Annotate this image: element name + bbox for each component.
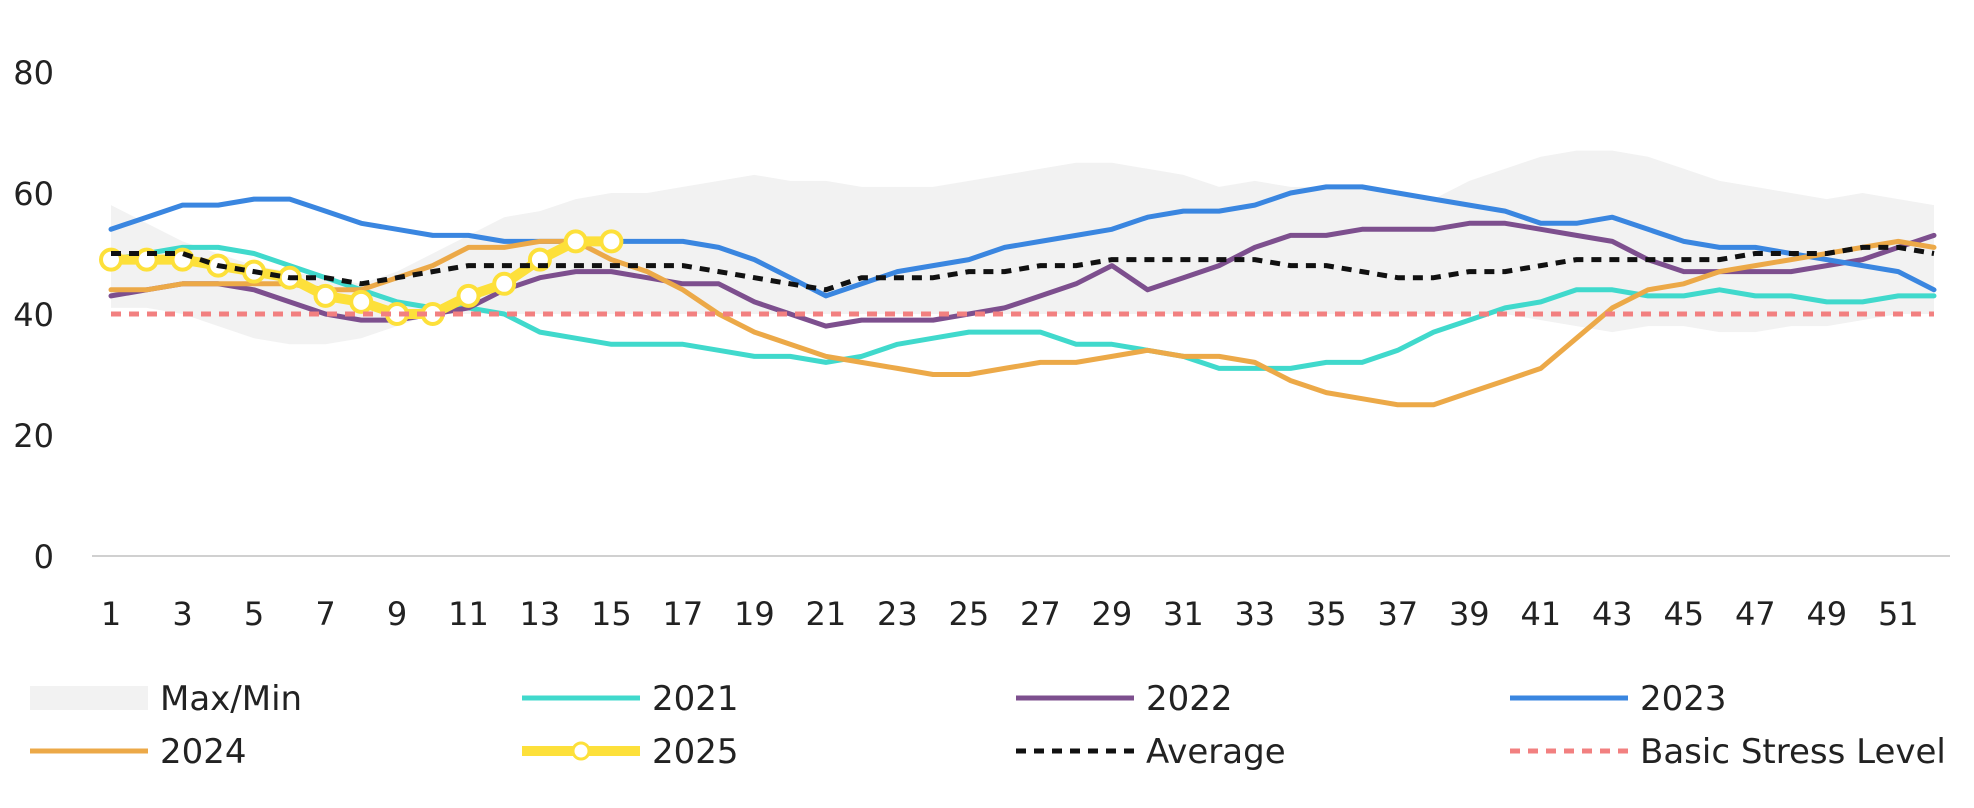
x-tick-label: 1 — [101, 595, 121, 633]
x-tick-label: 41 — [1520, 595, 1561, 633]
x-tick-label: 19 — [734, 595, 775, 633]
legend-item-basic-stress-level: Basic Stress Level — [1510, 732, 1946, 772]
y-tick-label: 60 — [13, 175, 54, 213]
x-tick-label: 33 — [1234, 595, 1275, 633]
series-line-average — [111, 244, 1935, 293]
legend-label: Basic Stress Level — [1640, 732, 1946, 772]
y-axis-ticks: 0 20 40 60 80 — [13, 54, 54, 576]
y-tick-label: 20 — [13, 417, 54, 455]
x-tick-label: 29 — [1092, 595, 1133, 633]
x-tick-label: 9 — [387, 595, 407, 633]
x-tick-label: 43 — [1592, 595, 1633, 633]
legend-item-2022: 2022 — [1016, 679, 1233, 719]
y-tick-label: 40 — [13, 296, 54, 334]
series-line-2023 — [108, 184, 1937, 299]
legend-item-2025: 2025 — [522, 732, 739, 772]
x-tick-label: 21 — [806, 595, 847, 633]
x-tick-label: 13 — [520, 595, 561, 633]
series-lines — [99, 184, 1937, 408]
series-point-2025 — [563, 229, 588, 254]
max-min-band — [111, 150, 1934, 345]
legend-label: Max/Min — [160, 679, 302, 719]
legend-label: 2022 — [1146, 679, 1233, 719]
x-tick-label: 45 — [1663, 595, 1704, 633]
legend-label: 2024 — [160, 732, 247, 772]
series-point-2025 — [456, 283, 481, 308]
series-point-2025 — [349, 289, 374, 314]
legend-swatch — [30, 686, 148, 710]
x-tick-label: 15 — [591, 595, 632, 633]
y-tick-label: 0 — [34, 538, 54, 576]
legend: Max/Min 2021 2022 2023 2024 2025 Average Basic … — [30, 679, 1946, 772]
legend-item-max-min: Max/Min — [30, 679, 302, 719]
x-tick-label: 23 — [877, 595, 918, 633]
x-tick-label: 37 — [1377, 595, 1418, 633]
x-tick-label: 31 — [1163, 595, 1204, 633]
series-point-2025 — [599, 229, 624, 254]
series-point-2025 — [313, 283, 338, 308]
legend-label: 2023 — [1640, 679, 1727, 719]
x-axis-ticks: 1 3 5 7 9 11 13 15 17 19 21 23 25 27 29 31 33 35 37 39 41 43 4… — [101, 595, 1919, 633]
max-min-band-area — [111, 150, 1934, 345]
x-tick-label: 35 — [1306, 595, 1347, 633]
series-line-2021 — [108, 244, 1937, 371]
series-point-2025 — [170, 247, 195, 272]
legend-item-2021: 2021 — [522, 679, 739, 719]
x-tick-label: 3 — [172, 595, 192, 633]
legend-label: Average — [1146, 732, 1286, 772]
series-point-2025 — [492, 271, 517, 296]
x-tick-label: 11 — [448, 595, 489, 633]
x-tick-label: 17 — [663, 595, 704, 633]
x-tick-label: 39 — [1449, 595, 1490, 633]
x-tick-label: 5 — [244, 595, 264, 633]
x-tick-label: 25 — [949, 595, 990, 633]
x-tick-label: 27 — [1020, 595, 1061, 633]
x-tick-label: 7 — [315, 595, 335, 633]
legend-item-2024: 2024 — [30, 732, 247, 772]
y-tick-label: 80 — [13, 54, 54, 92]
x-tick-label: 47 — [1735, 595, 1776, 633]
legend-item-2023: 2023 — [1510, 679, 1727, 719]
legend-label: 2025 — [652, 732, 739, 772]
x-tick-label: 51 — [1878, 595, 1919, 633]
x-tick-label: 49 — [1806, 595, 1847, 633]
legend-marker — [571, 741, 591, 761]
legend-label: 2021 — [652, 679, 739, 719]
legend-item-average: Average — [1016, 732, 1286, 772]
series-line-2024 — [108, 238, 1937, 408]
